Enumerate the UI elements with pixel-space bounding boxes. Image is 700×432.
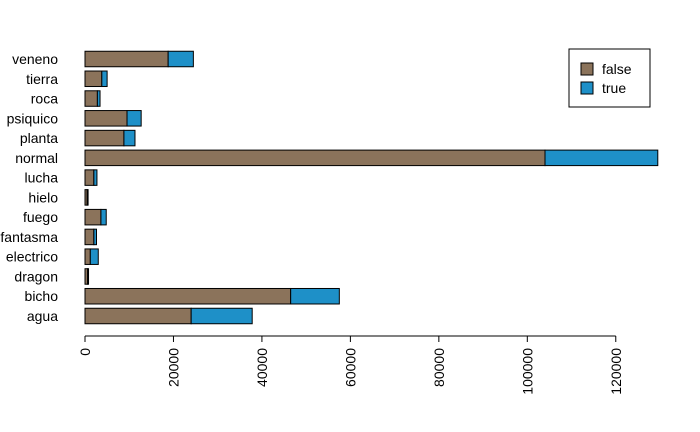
bar-planta-true [123,129,136,147]
legend-label-false: false [602,61,632,77]
bar-fuego-false [84,208,102,226]
bar-fantasma-false [84,228,95,246]
category-label-lucha: lucha [25,170,59,186]
x-tick-label: 80000 [431,348,447,387]
bar-veneno-false [84,50,169,68]
x-tick-label: 0 [77,348,93,356]
bar-lucha-false [84,169,95,186]
x-tick-label: 40000 [254,348,270,387]
bar-fuego-true [100,208,107,226]
legend-swatch-true [580,81,594,95]
bar-planta-false [84,129,125,147]
legend-label-true: true [602,80,626,96]
bar-fantasma-true [93,228,97,246]
category-label-planta: planta [20,130,58,146]
legend-box [568,48,651,108]
bar-tierra-false [84,70,103,88]
category-labels: agua bicho dragon electrico fantasma fuego hie… [0,51,58,324]
bar-tierra-true [101,70,108,88]
category-label-normal: normal [15,150,58,166]
bar-agua-true [190,307,253,325]
x-tick-label: 100000 [519,348,535,395]
bar-dragon-true [87,268,90,285]
category-label-tierra: tierra [26,71,58,87]
category-label-electrico: electrico [6,249,58,265]
x-tick-label: 20000 [165,348,181,387]
x-tick-label: 60000 [342,348,358,387]
x-tick-label: 120000 [608,348,624,395]
bar-electrico-false [84,248,91,265]
bar-agua-false [84,307,192,325]
category-label-veneno: veneno [12,51,58,67]
legend-swatch-false [580,62,594,76]
bar-electrico-true [89,248,99,265]
bar-bicho-false [84,287,292,305]
category-label-fuego: fuego [23,209,58,225]
legend: false true [568,48,651,108]
category-label-hielo: hielo [28,189,58,205]
category-label-dragon: dragon [14,268,58,284]
category-label-roca: roca [31,91,58,107]
x-axis: 0 20000 40000 60000 80000 100000 120000 [77,335,624,395]
bar-normal-true [544,149,659,167]
bar-bicho-true [290,287,340,305]
category-label-bicho: bicho [25,288,59,304]
bar-roca-false [84,90,98,107]
bar-lucha-true [93,169,98,186]
bar-hielo-true [86,189,89,206]
category-label-agua: agua [27,308,58,324]
bar-veneno-true [167,50,194,68]
bars-layer [84,50,659,325]
bar-psiquico-false [84,110,128,127]
category-label-psiquico: psiquico [7,110,59,126]
bar-normal-false [84,149,546,167]
bar-psiquico-true [126,110,142,127]
bar-roca-true [96,90,101,107]
category-label-fantasma: fantasma [0,229,58,245]
